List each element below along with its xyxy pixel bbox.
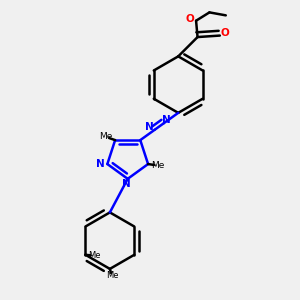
- Text: Me: Me: [88, 251, 100, 260]
- Text: N: N: [96, 159, 105, 169]
- Text: O: O: [221, 28, 230, 38]
- Text: N: N: [145, 122, 154, 132]
- Text: Me: Me: [151, 161, 164, 170]
- Text: Me: Me: [106, 271, 119, 280]
- Text: N: N: [122, 179, 130, 189]
- Text: N: N: [162, 115, 171, 125]
- Text: O: O: [185, 14, 194, 24]
- Text: Me: Me: [99, 132, 112, 141]
